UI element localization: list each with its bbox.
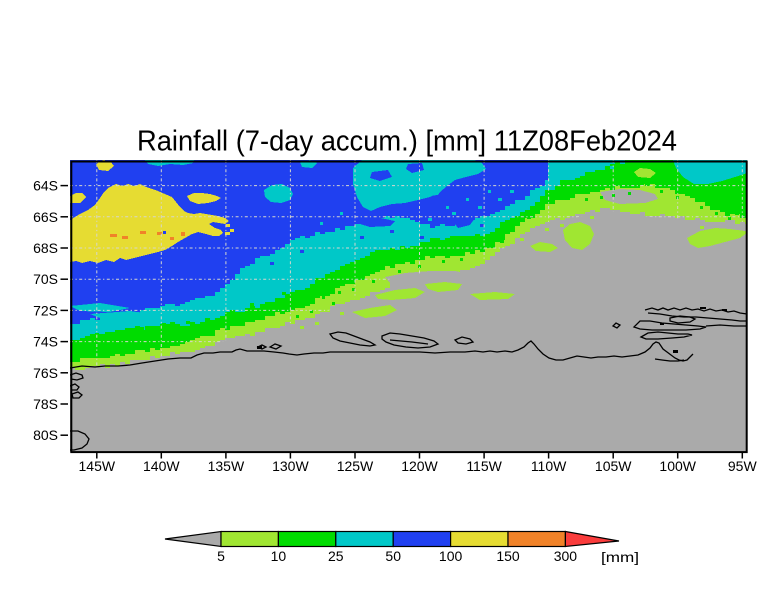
- svg-text:64S: 64S: [33, 178, 58, 194]
- svg-text:10: 10: [271, 548, 287, 564]
- svg-text:140W: 140W: [143, 458, 180, 474]
- svg-text:100: 100: [439, 548, 463, 564]
- svg-text:72S: 72S: [33, 302, 58, 318]
- svg-text:68S: 68S: [33, 240, 58, 256]
- svg-text:5: 5: [217, 548, 225, 564]
- svg-text:130W: 130W: [272, 458, 309, 474]
- svg-text:135W: 135W: [208, 458, 245, 474]
- svg-text:50: 50: [385, 548, 401, 564]
- svg-text:74S: 74S: [33, 334, 58, 350]
- svg-text:100W: 100W: [659, 458, 696, 474]
- svg-text:95W: 95W: [728, 458, 758, 474]
- svg-text:115W: 115W: [466, 458, 502, 474]
- svg-text:110W: 110W: [531, 458, 567, 474]
- svg-text:[mm]: [mm]: [601, 549, 639, 565]
- svg-text:120W: 120W: [401, 458, 438, 474]
- svg-text:76S: 76S: [33, 365, 58, 381]
- svg-text:300: 300: [554, 548, 578, 564]
- svg-text:105W: 105W: [595, 458, 632, 474]
- svg-text:80S: 80S: [33, 427, 58, 443]
- svg-text:150: 150: [496, 548, 520, 564]
- svg-text:78S: 78S: [33, 396, 58, 412]
- svg-text:125W: 125W: [337, 458, 374, 474]
- svg-text:Rainfall (7-day accum.) [mm] 1: Rainfall (7-day accum.) [mm] 11Z08Feb202…: [137, 126, 677, 158]
- svg-text:25: 25: [328, 548, 344, 564]
- svg-text:70S: 70S: [33, 271, 58, 287]
- svg-text:66S: 66S: [33, 209, 58, 225]
- svg-text:145W: 145W: [79, 458, 116, 474]
